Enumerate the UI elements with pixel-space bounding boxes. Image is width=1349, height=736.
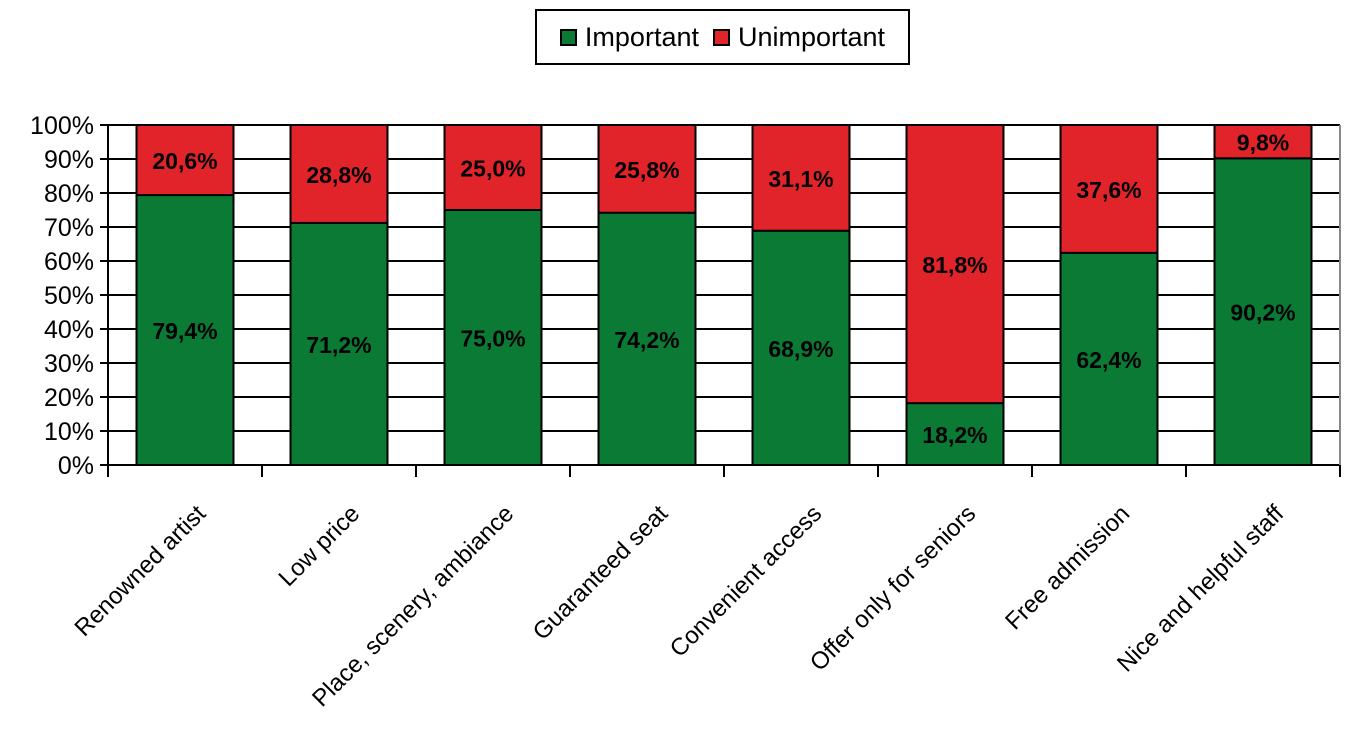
- legend-item-unimportant: Unimportant: [712, 21, 886, 53]
- bar-important: [1059, 251, 1159, 466]
- data-label-important: 18,2%: [922, 422, 987, 448]
- category-label: Low price: [274, 500, 366, 592]
- y-tick-label: 90%: [44, 146, 94, 174]
- bar-important: [1213, 157, 1313, 466]
- bar-unimportant: [905, 124, 1005, 405]
- y-tick-label: 30%: [44, 350, 94, 378]
- data-label-important: 79,4%: [152, 318, 217, 344]
- y-tick-label: 80%: [44, 180, 94, 208]
- data-label-unimportant: 25,0%: [460, 156, 525, 182]
- bar-important: [905, 402, 1005, 466]
- data-label-important: 68,9%: [768, 336, 833, 362]
- data-label-unimportant: 28,8%: [306, 162, 371, 188]
- y-tick-label: 20%: [44, 384, 94, 412]
- y-tick-label: 50%: [44, 282, 94, 310]
- data-label-unimportant: 9,8%: [1237, 130, 1289, 156]
- y-tick-label: 100%: [30, 112, 94, 140]
- bar-unimportant: [1213, 124, 1313, 160]
- bar-important: [135, 194, 235, 466]
- category-label: Renowned artist: [70, 500, 212, 642]
- category-label: Guaranteed seat: [528, 500, 674, 646]
- legend: Important Unimportant: [535, 9, 910, 65]
- category-label: Nice and helpful staff: [1112, 500, 1290, 678]
- data-label-unimportant: 81,8%: [922, 252, 987, 278]
- bar-unimportant: [1059, 124, 1159, 254]
- bar-unimportant: [751, 124, 851, 232]
- data-label-unimportant: 20,6%: [152, 148, 217, 174]
- data-label-unimportant: 37,6%: [1076, 177, 1141, 203]
- data-label-important: 90,2%: [1230, 300, 1295, 326]
- data-label-unimportant: 31,1%: [768, 166, 833, 192]
- bar-important: [597, 211, 697, 466]
- legend-swatch-important: [559, 28, 577, 46]
- bar-unimportant: [597, 124, 697, 214]
- y-tick-label: 0%: [58, 452, 94, 480]
- data-label-important: 62,4%: [1076, 347, 1141, 373]
- category-label: Offer only for seniors: [805, 500, 981, 676]
- legend-label-important: Important: [584, 21, 699, 52]
- y-tick-label: 70%: [44, 214, 94, 242]
- bar-important: [289, 221, 389, 466]
- y-tick-label: 10%: [44, 418, 94, 446]
- bar-unimportant: [443, 124, 543, 211]
- bar-unimportant: [135, 124, 235, 197]
- bar-unimportant: [289, 124, 389, 224]
- category-label: Free admission: [1000, 500, 1135, 635]
- data-label-important: 75,0%: [460, 326, 525, 352]
- legend-item-important: Important: [559, 21, 699, 53]
- category-label: Convenient access: [665, 500, 827, 662]
- data-label-important: 74,2%: [614, 327, 679, 353]
- y-tick-label: 40%: [44, 316, 94, 344]
- legend-label-unimportant: Unimportant: [737, 21, 886, 52]
- data-label-important: 71,2%: [306, 332, 371, 358]
- y-tick-label: 60%: [44, 248, 94, 276]
- data-label-unimportant: 25,8%: [614, 157, 679, 183]
- legend-swatch-unimportant: [712, 28, 730, 46]
